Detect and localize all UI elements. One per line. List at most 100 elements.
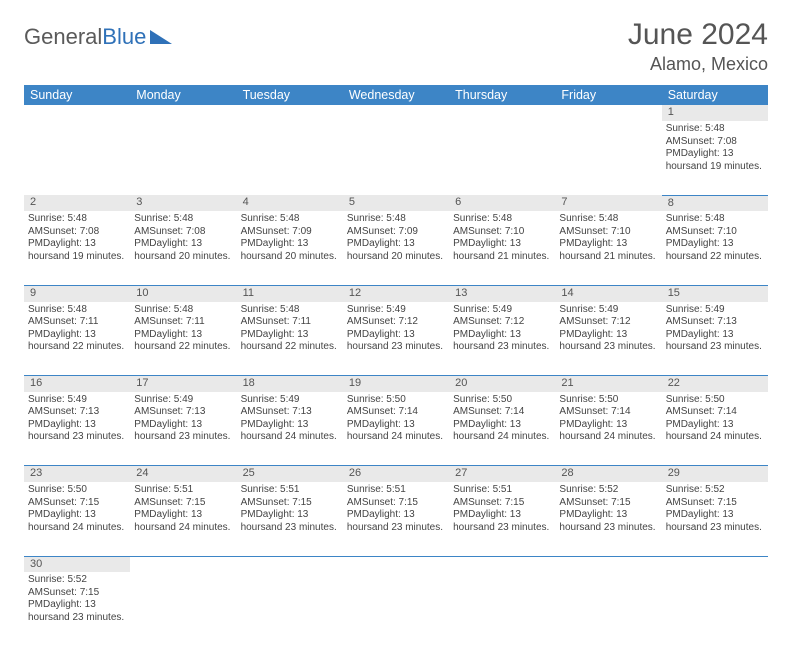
- daylight-text: and 20 minutes.: [372, 251, 443, 262]
- calendar-table: SundayMondayTuesdayWednesdayThursdayFrid…: [24, 85, 768, 646]
- day-cell: Sunrise: 5:50 AMSunset: 7:14 PMDaylight:…: [555, 392, 661, 466]
- day-number-cell: 17: [130, 376, 236, 392]
- day-number-cell: 22: [662, 376, 768, 392]
- daylight-text: and 23 minutes.: [478, 341, 549, 352]
- logo: GeneralBlue: [24, 24, 172, 50]
- day-number-cell: [343, 556, 449, 572]
- weekday-header-row: SundayMondayTuesdayWednesdayThursdayFrid…: [24, 85, 768, 105]
- page-header: GeneralBlue June 2024 Alamo, Mexico: [24, 18, 768, 75]
- daylight-text: and 24 minutes.: [584, 431, 655, 442]
- day-cell: [343, 121, 449, 195]
- weekday-header: Wednesday: [343, 85, 449, 105]
- day-cell: Sunrise: 5:48 AMSunset: 7:09 PMDaylight:…: [237, 211, 343, 285]
- daylight-text: and 19 minutes.: [691, 161, 762, 172]
- day-number-cell: [237, 105, 343, 121]
- day-number-cell: 15: [662, 285, 768, 301]
- day-cell: [555, 121, 661, 195]
- day-cell: [130, 121, 236, 195]
- daylight-text: and 23 minutes.: [372, 341, 443, 352]
- day-cell: Sunrise: 5:49 AMSunset: 7:12 PMDaylight:…: [449, 302, 555, 376]
- daylight-text: and 23 minutes.: [584, 522, 655, 533]
- day-number-cell: [237, 556, 343, 572]
- daynum-row: 1: [24, 105, 768, 121]
- day-cell: Sunrise: 5:52 AMSunset: 7:15 PMDaylight:…: [555, 482, 661, 556]
- day-number-cell: [555, 556, 661, 572]
- day-cell: Sunrise: 5:50 AMSunset: 7:14 PMDaylight:…: [343, 392, 449, 466]
- day-number-cell: 7: [555, 195, 661, 211]
- daynum-row: 23242526272829: [24, 466, 768, 482]
- day-number-cell: 24: [130, 466, 236, 482]
- month-title: June 2024: [628, 18, 768, 52]
- daylight-text: and 22 minutes.: [266, 341, 337, 352]
- day-number-cell: 16: [24, 376, 130, 392]
- weekday-header: Tuesday: [237, 85, 343, 105]
- day-cell: Sunrise: 5:51 AMSunset: 7:15 PMDaylight:…: [130, 482, 236, 556]
- day-number-cell: 10: [130, 285, 236, 301]
- day-cell: Sunrise: 5:50 AMSunset: 7:14 PMDaylight:…: [449, 392, 555, 466]
- day-number-cell: 26: [343, 466, 449, 482]
- day-cell: Sunrise: 5:49 AMSunset: 7:12 PMDaylight:…: [343, 302, 449, 376]
- day-number-cell: 6: [449, 195, 555, 211]
- daylight-text: and 24 minutes.: [266, 431, 337, 442]
- day-number-cell: [343, 105, 449, 121]
- daynum-row: 2345678: [24, 195, 768, 211]
- day-number-cell: 18: [237, 376, 343, 392]
- day-number-cell: 9: [24, 285, 130, 301]
- day-cell: Sunrise: 5:51 AMSunset: 7:15 PMDaylight:…: [449, 482, 555, 556]
- content-row: Sunrise: 5:48 AMSunset: 7:08 PMDaylight:…: [24, 121, 768, 195]
- day-number-cell: [555, 105, 661, 121]
- day-cell: [237, 572, 343, 646]
- daylight-text: and 23 minutes.: [53, 431, 124, 442]
- daylight-text: and 19 minutes.: [53, 251, 124, 262]
- day-number-cell: 25: [237, 466, 343, 482]
- day-number-cell: 27: [449, 466, 555, 482]
- day-cell: [662, 572, 768, 646]
- day-cell: [449, 121, 555, 195]
- day-cell: [130, 572, 236, 646]
- day-number-cell: 30: [24, 556, 130, 572]
- daylight-text: and 23 minutes.: [372, 522, 443, 533]
- day-number-cell: [24, 105, 130, 121]
- daylight-text: and 22 minutes.: [691, 251, 762, 262]
- day-number-cell: 14: [555, 285, 661, 301]
- day-number-cell: 29: [662, 466, 768, 482]
- logo-text-blue: Blue: [102, 24, 146, 50]
- daylight-text: and 23 minutes.: [691, 341, 762, 352]
- daynum-row: 16171819202122: [24, 376, 768, 392]
- day-cell: Sunrise: 5:49 AMSunset: 7:13 PMDaylight:…: [662, 302, 768, 376]
- day-number-cell: 11: [237, 285, 343, 301]
- day-number-cell: 2: [24, 195, 130, 211]
- weekday-header: Sunday: [24, 85, 130, 105]
- day-cell: Sunrise: 5:49 AMSunset: 7:12 PMDaylight:…: [555, 302, 661, 376]
- day-number-cell: 28: [555, 466, 661, 482]
- daylight-text: and 22 minutes.: [159, 341, 230, 352]
- content-row: Sunrise: 5:48 AMSunset: 7:08 PMDaylight:…: [24, 211, 768, 285]
- daylight-text: and 23 minutes.: [584, 341, 655, 352]
- content-row: Sunrise: 5:52 AMSunset: 7:15 PMDaylight:…: [24, 572, 768, 646]
- day-number-cell: 19: [343, 376, 449, 392]
- calendar-body: 1Sunrise: 5:48 AMSunset: 7:08 PMDaylight…: [24, 105, 768, 646]
- weekday-header: Thursday: [449, 85, 555, 105]
- day-cell: Sunrise: 5:48 AMSunset: 7:11 PMDaylight:…: [237, 302, 343, 376]
- daynum-row: 30: [24, 556, 768, 572]
- day-cell: [24, 121, 130, 195]
- day-cell: [449, 572, 555, 646]
- daylight-text: and 23 minutes.: [266, 522, 337, 533]
- day-number-cell: 1: [662, 105, 768, 121]
- daylight-text: and 23 minutes.: [53, 612, 124, 623]
- day-number-cell: 21: [555, 376, 661, 392]
- day-number-cell: 13: [449, 285, 555, 301]
- day-cell: Sunrise: 5:50 AMSunset: 7:14 PMDaylight:…: [662, 392, 768, 466]
- daylight-text: and 24 minutes.: [53, 522, 124, 533]
- day-number-cell: 3: [130, 195, 236, 211]
- daylight-text: and 24 minutes.: [478, 431, 549, 442]
- day-cell: [555, 572, 661, 646]
- day-number-cell: 8: [662, 195, 768, 211]
- daylight-text: and 20 minutes.: [266, 251, 337, 262]
- weekday-header: Saturday: [662, 85, 768, 105]
- day-number-cell: 4: [237, 195, 343, 211]
- day-cell: Sunrise: 5:48 AMSunset: 7:10 PMDaylight:…: [555, 211, 661, 285]
- day-cell: Sunrise: 5:48 AMSunset: 7:11 PMDaylight:…: [130, 302, 236, 376]
- day-cell: Sunrise: 5:50 AMSunset: 7:15 PMDaylight:…: [24, 482, 130, 556]
- day-number-cell: 5: [343, 195, 449, 211]
